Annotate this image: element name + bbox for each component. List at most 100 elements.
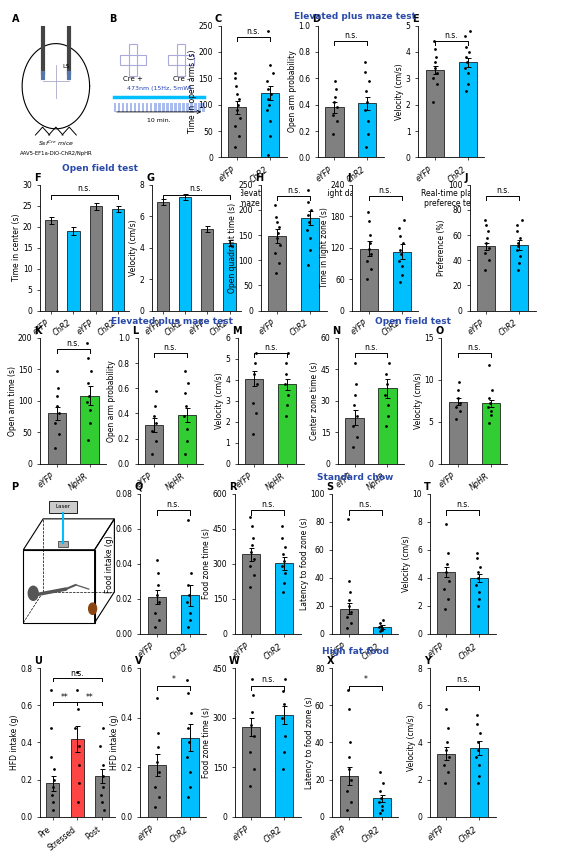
Point [512,218,521,231]
Point [180,409,189,423]
Text: Laser: Laser [56,505,70,510]
Point [481,213,490,226]
Text: Elevated plus maze test: Elevated plus maze test [295,12,416,20]
Bar [278,385,296,464]
Bar [157,202,169,311]
Point [395,275,405,288]
Bar [372,798,391,817]
Text: Cre -: Cre - [173,76,189,82]
Bar [130,103,132,112]
Point [72,683,81,697]
Bar [126,103,128,112]
Text: n.s.: n.s. [261,676,274,684]
Point [49,795,58,808]
Bar [170,103,172,112]
Point [347,795,356,808]
Point [268,66,277,80]
Point [273,215,282,229]
Text: O: O [435,326,444,336]
Point [345,593,354,607]
Text: $Ssf^{Cre}$ mice: $Ssf^{Cre}$ mice [38,139,74,148]
Point [97,795,107,808]
Point [271,246,280,260]
Point [231,79,241,93]
Point [271,198,280,212]
X-axis label: Real-time place
preferece test: Real-time place preferece test [421,189,481,208]
Text: M: M [232,326,242,336]
Point [381,420,390,433]
Point [397,268,406,282]
Point [474,592,484,606]
Point [186,606,195,620]
Point [152,417,161,431]
Point [344,599,354,613]
Point [265,98,274,111]
Point [474,743,483,757]
Point [461,61,470,75]
Text: n.s.: n.s. [261,500,274,509]
Point [346,735,355,750]
Point [343,621,352,635]
Point [475,758,484,772]
Point [363,254,372,267]
Point [398,260,407,273]
Point [330,95,339,109]
Point [361,140,370,154]
Point [442,565,451,579]
Point [476,560,485,574]
Point [280,745,289,759]
Text: X: X [327,656,334,666]
Point [514,240,523,254]
Point [472,578,481,591]
Point [275,238,284,252]
Point [351,388,360,402]
Point [515,249,524,263]
Point [264,82,273,95]
Point [440,777,449,791]
Bar [261,93,279,157]
Point [345,751,354,764]
Text: n.s.: n.s. [287,186,300,195]
Bar [190,103,193,112]
Bar [228,107,246,157]
Bar [23,550,95,623]
Point [305,243,315,257]
Point [307,203,316,217]
Bar [154,103,156,112]
Point [155,596,164,609]
Bar [177,44,185,76]
Point [250,357,260,370]
Point [362,95,371,109]
Point [442,735,452,750]
Bar [178,414,196,464]
Point [377,623,386,637]
Point [183,674,192,688]
Y-axis label: HFD intake (g): HFD intake (g) [110,715,119,770]
Point [352,430,362,443]
Point [73,665,82,678]
Point [516,231,525,244]
Point [473,551,482,565]
Point [347,616,356,630]
Point [452,413,461,426]
Point [475,585,484,599]
Point [48,802,57,816]
Point [248,705,257,718]
Point [375,807,384,820]
Point [180,447,190,460]
Bar [70,739,84,817]
Point [182,399,191,413]
Bar [122,103,124,112]
Y-axis label: Velocity (cm/s): Velocity (cm/s) [407,714,416,771]
Point [476,727,485,740]
Point [303,183,312,197]
Text: E: E [413,14,419,24]
Point [361,85,370,99]
Point [347,773,356,786]
Point [266,88,276,101]
Point [515,256,524,270]
Point [52,363,61,377]
Text: n.s.: n.s. [456,676,469,684]
Bar [325,107,344,157]
Point [473,717,482,731]
